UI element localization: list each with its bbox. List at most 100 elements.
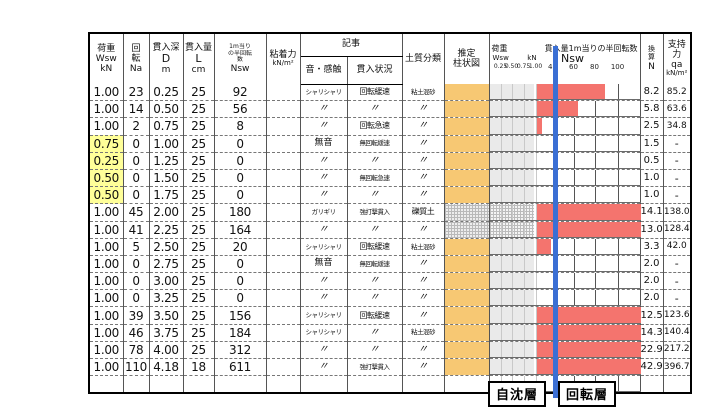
cell-cohesion <box>266 324 301 342</box>
header-penetration-state: 貫入状況 <box>347 56 403 85</box>
header-graph: 荷重 貫入量1m当りの半回転数 Wsw kN Nsw 0.25 0.50 0.7… <box>489 33 641 84</box>
nsw-bar <box>536 324 641 341</box>
cell-soil-class: 〃 <box>402 358 445 377</box>
gridline-load-1 <box>511 118 513 135</box>
gridline-load-1 <box>511 341 513 358</box>
cell-depth-d: 4.00 <box>149 341 184 360</box>
table-row: 1.00 78 4.00 25 312 〃〃〃 22.9 217.2 <box>89 341 692 360</box>
cell-converted-n-value: 13.0 <box>640 221 664 239</box>
gridline-nsw-3 <box>617 118 619 135</box>
header-na-line2: 転 <box>131 53 141 64</box>
cell-load-wsw: 1.00 <box>89 358 124 377</box>
cell-half-turns-na <box>123 375 150 394</box>
gridline-nsw-1 <box>573 273 575 290</box>
cell-nsw: 312 <box>214 341 267 360</box>
cell-penetration-l: 25 <box>183 152 215 170</box>
gridline-load-2 <box>523 273 525 290</box>
gridline-load-2 <box>523 118 525 135</box>
cell-converted-n-value: 3.3 <box>640 238 664 256</box>
table-header: 荷重 Wsw kN 回 転 Na 貫入深 D m 貫入量 L cm <box>89 33 691 85</box>
gridline-load-2 <box>523 101 525 118</box>
header-depth-line1: 貫入深 <box>152 42 180 53</box>
cell-cohesion <box>266 255 301 274</box>
cell-sound: シャリシャリ <box>300 238 348 256</box>
header-soil-column: 推定 柱状図 <box>444 33 490 84</box>
cell-nsw: 611 <box>214 358 267 377</box>
cell-cohesion <box>266 169 301 188</box>
tick-nsw-40: 40 <box>548 64 557 71</box>
table-row: 0.50 0 1.50 25 0 〃無回転急速〃 1.0- <box>89 169 692 188</box>
cell-load-wsw <box>89 375 124 394</box>
header-wsw-line3: kN <box>100 64 113 75</box>
header-soil-class: 土質分類 <box>402 33 445 84</box>
cell-penetration-l: 25 <box>183 341 215 360</box>
cell-soil-class: 〃 <box>402 186 445 205</box>
gridline-load-3 <box>535 359 537 376</box>
header-graph-nsw-label: 貫入量1m当りの半回転数 <box>544 44 638 53</box>
cell-converted-n-value: 2.0 <box>640 255 664 274</box>
cell-load-wsw: 1.00 <box>89 306 124 325</box>
cell-bearing-capacity: 34.8 <box>663 117 692 136</box>
row-separator <box>489 236 641 238</box>
cell-depth-d: 2.25 <box>149 221 184 239</box>
label-rotation-layer: 回転層 <box>558 381 617 407</box>
gridline-load-0 <box>500 84 502 101</box>
gridline-load-3 <box>535 221 537 238</box>
table-row: 0.50 0 1.75 25 0 〃〃〃 1.0- <box>89 186 692 205</box>
gridline-load-0 <box>500 101 502 118</box>
cell-load-wsw: 1.00 <box>89 117 124 136</box>
gridline-load-3 <box>535 204 537 221</box>
gridline-load-1 <box>511 324 513 341</box>
header-graph-load-label: 荷重 <box>491 44 508 53</box>
graph-row-cell <box>489 238 641 256</box>
row-separator <box>489 357 641 358</box>
cell-sound: 〃 <box>300 169 348 188</box>
cell-depth-d: 1.75 <box>149 186 184 205</box>
cell-load-wsw: 1.00 <box>89 100 124 119</box>
cell-depth-d: 0.50 <box>149 100 184 119</box>
soil-column-cell <box>444 100 490 119</box>
cell-penetration-l: 25 <box>183 289 215 308</box>
row-separator <box>489 271 641 273</box>
cell-penetration-state: 回転緩速 <box>347 84 403 102</box>
header-wsw-line1: 荷重 <box>97 43 116 54</box>
cell-bearing-capacity: 85.2 <box>663 84 692 102</box>
cell-penetration-l: 18 <box>183 358 215 377</box>
gridline-nsw-2 <box>594 187 596 204</box>
gridline-load-3 <box>535 324 537 341</box>
header-graph-wsw: Wsw <box>492 54 509 62</box>
cell-cohesion <box>266 272 301 291</box>
cell-half-turns-na: 0 <box>123 169 150 188</box>
soil-column-cell <box>444 152 490 170</box>
tick-load-100: 1.00 <box>528 63 543 70</box>
gridline-load-0 <box>500 169 502 187</box>
cell-soil-class: 〃 <box>402 272 445 291</box>
tick-nsw-80: 80 <box>590 63 599 71</box>
cell-nsw <box>214 375 267 394</box>
cell-converted-n-value: 2.5 <box>640 117 664 136</box>
gridline-load-1 <box>511 307 513 324</box>
gridline-load-0 <box>500 359 502 376</box>
cell-cohesion <box>266 221 301 239</box>
graph-row-cell <box>489 289 641 308</box>
cell-sound: 無音 <box>300 255 348 274</box>
cell-soil-class: 粘土混砂 <box>402 238 445 256</box>
header-nsw: 1m当り の半回転 数 Nsw <box>214 33 267 84</box>
gridline-nsw-2 <box>594 238 596 255</box>
table-row: 0.25 0 1.25 25 0 〃〃〃 0.5- <box>89 152 692 170</box>
graph-scale-ticks: 0.25 0.50 0.75 1.00 40 60 80 100 <box>490 64 640 74</box>
cell-bearing-capacity: 63.6 <box>663 100 692 119</box>
cell-load-wsw: 1.00 <box>89 272 124 291</box>
row-separator <box>489 253 641 255</box>
cell-penetration-state: 〃 <box>347 289 403 308</box>
gridline-nsw-2 <box>594 169 596 187</box>
cell-penetration-l: 25 <box>183 169 215 188</box>
cell-half-turns-na: 2 <box>123 117 150 136</box>
cell-depth-d: 2.75 <box>149 255 184 274</box>
table-row: 1.00 46 3.75 25 184 シャリシャリ〃粘土混砂 14.3 140.4 <box>89 324 692 342</box>
cell-sound: ガリギリ <box>300 203 348 222</box>
cell-load-wsw: 1.00 <box>89 84 124 102</box>
gridline-load-0 <box>500 118 502 135</box>
table-row: 0.75 0 1.00 25 0 無音 無回転緩速〃 1.5- <box>89 135 692 153</box>
table-row: 1.00 39 3.50 25 156 シャリシャリ 回転緩速〃 12.5 123.6 <box>89 306 692 325</box>
